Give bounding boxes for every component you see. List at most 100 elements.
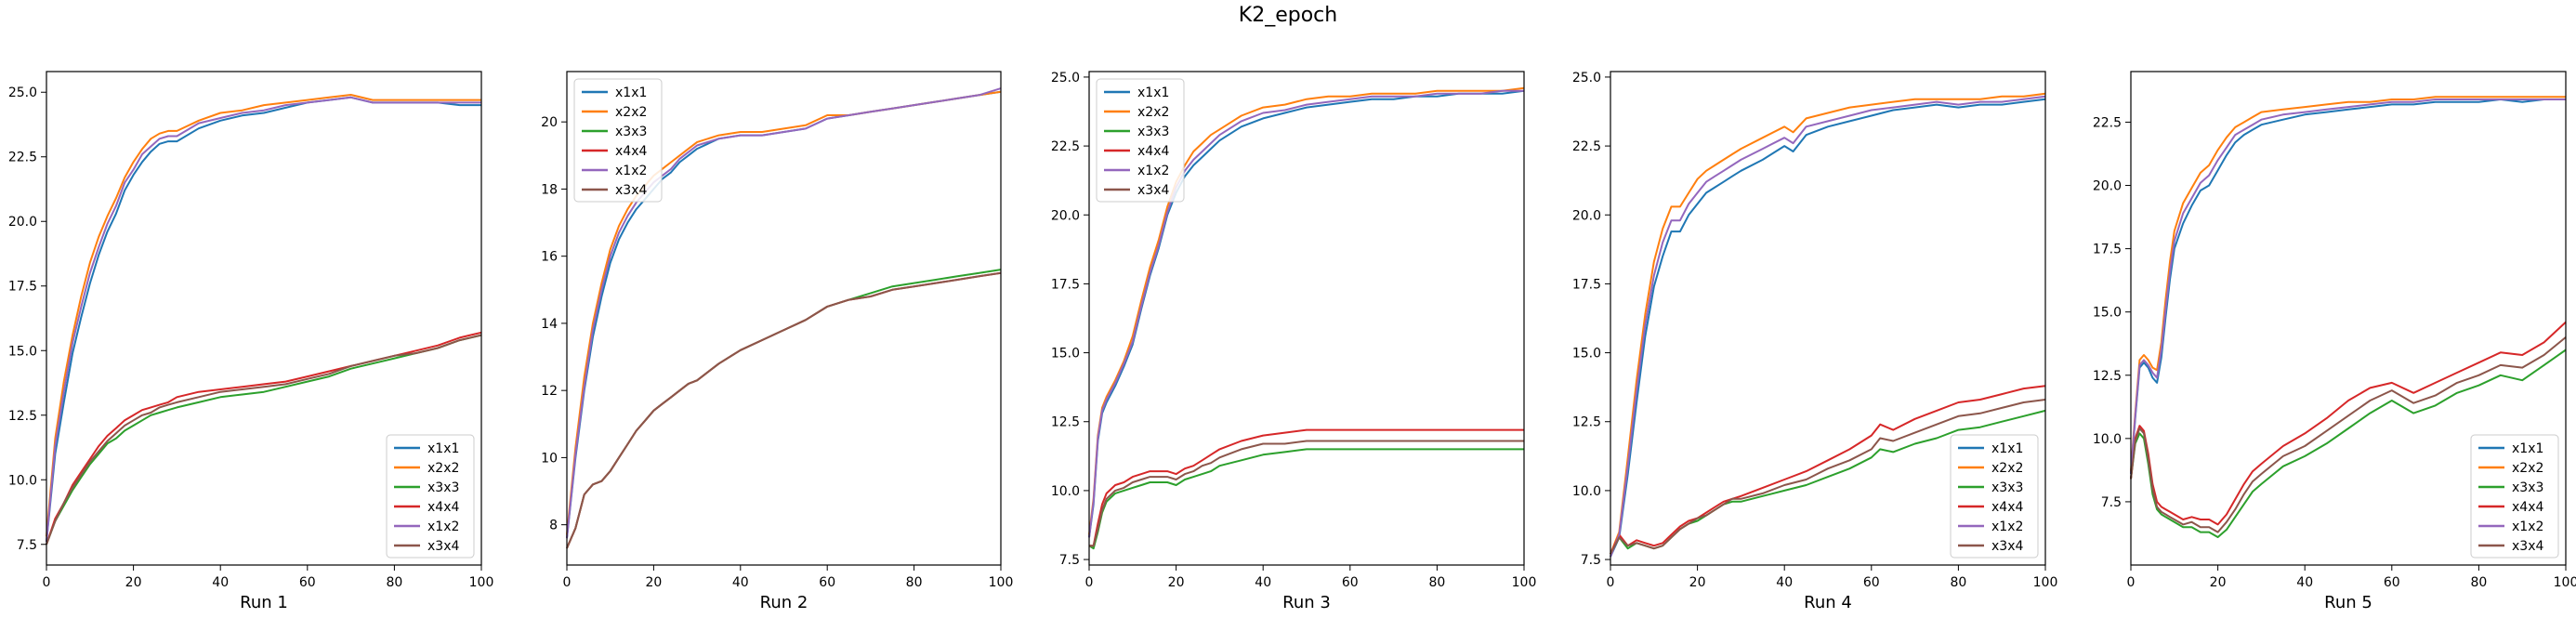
axes-frame: [46, 71, 482, 566]
y-tick-label: 10.0: [1051, 484, 1080, 499]
y-tick-label: 20.0: [8, 215, 37, 230]
x-tick-label: 0: [1085, 575, 1094, 590]
y-tick-label: 15.0: [1572, 347, 1601, 362]
series-line-x1x2: [2130, 99, 2566, 475]
legend-label-x4x4: x4x4: [1991, 500, 2023, 515]
legend: x1x1 x2x2 x3x3 x4x4 x1x2 x3x4: [1096, 78, 1185, 203]
y-tick-label: 20.0: [1051, 208, 1080, 223]
y-tick-label: 16: [541, 250, 558, 265]
chart-panel-5: 0 20 40 60 80 100 7.5 10.0 12.5 15.0 17.5 20.0 22.5 R…: [2093, 71, 2576, 612]
x-tick-label: 80: [1428, 575, 1445, 590]
x-axis-label: Run 1: [240, 593, 288, 612]
series-line-x3x4: [46, 334, 482, 546]
legend-label-x1x1: x1x1: [1137, 85, 1169, 100]
x-tick-label: 80: [386, 575, 402, 590]
legend: x1x1 x2x2 x3x3 x4x4 x1x2 x3x4: [573, 78, 663, 203]
x-tick-label: 20: [645, 575, 662, 590]
y-tick-label: 12.5: [1051, 415, 1080, 430]
y-tick-label: 20: [541, 115, 558, 130]
x-tick-label: 20: [1168, 575, 1185, 590]
series-line-x3x3: [46, 334, 482, 546]
series-line-x4x4: [2130, 321, 2567, 526]
series-line-x4x4: [1610, 385, 2046, 555]
series-line-x2x2: [1610, 92, 2046, 555]
y-tick-label: 7.5: [1581, 553, 1601, 568]
y-tick-label: 25.0: [1572, 71, 1601, 85]
legend-label-x1x1: x1x1: [2512, 441, 2543, 456]
series-line-x1x2: [1088, 89, 1524, 538]
y-tick-label: 12.5: [1572, 415, 1601, 430]
x-tick-label: 40: [732, 575, 749, 590]
x-tick-label: 100: [2033, 575, 2058, 590]
x-tick-label: 60: [1342, 575, 1359, 590]
legend-label-x1x2: x1x2: [615, 164, 647, 178]
y-tick-label: 22.5: [1051, 139, 1080, 154]
x-tick-label: 100: [1512, 575, 1537, 590]
x-tick-label: 100: [989, 575, 1014, 590]
x-tick-label: 40: [1255, 575, 1271, 590]
y-tick-label: 10: [541, 451, 558, 466]
x-tick-label: 100: [469, 575, 494, 590]
chart-panel-1: 0 20 40 60 80 100 7.5 10.0 12.5 15.0 17.5 20.0 22.5 2…: [8, 71, 494, 612]
legend-label-x1x2: x1x2: [1991, 519, 2023, 534]
y-tick-label: 7.5: [2101, 495, 2122, 510]
legend-label-x3x3: x3x3: [1991, 480, 2023, 495]
legend-label-x4x4: x4x4: [1137, 144, 1169, 159]
x-tick-label: 60: [1863, 575, 1880, 590]
legend-label-x3x4: x3x4: [1137, 183, 1169, 198]
legend-label-x1x1: x1x1: [1991, 441, 2023, 456]
y-tick-label: 20.0: [2093, 179, 2122, 194]
legend-label-x2x2: x2x2: [427, 461, 459, 476]
figure-title: K2_epoch: [1238, 4, 1338, 27]
axes-frame: [566, 71, 1002, 566]
x-tick-label: 60: [819, 575, 835, 590]
y-tick-label: 7.5: [1059, 553, 1080, 568]
series-line-x3x4: [1610, 399, 2046, 555]
legend-label-x4x4: x4x4: [427, 500, 459, 515]
y-tick-label: 10.0: [1572, 484, 1601, 499]
series-line-x3x4: [1089, 440, 1524, 547]
legend: x1x1 x2x2 x3x3 x4x4 x1x2 x3x4: [1950, 434, 2039, 559]
series-line-x2x2: [2130, 96, 2566, 472]
series-line-x3x4: [2130, 336, 2567, 533]
series-line-x1x2: [1610, 95, 2046, 558]
series-line-x3x3: [1088, 448, 1524, 550]
series-line-x1x1: [2130, 99, 2566, 475]
series-line-x2x2: [46, 94, 481, 537]
y-tick-label: 15.0: [1051, 347, 1080, 362]
legend-label-x4x4: x4x4: [2512, 500, 2543, 515]
x-tick-label: 0: [2127, 575, 2136, 590]
x-tick-label: 0: [1607, 575, 1615, 590]
y-tick-label: 22.5: [1572, 139, 1601, 154]
y-tick-label: 25.0: [8, 85, 37, 100]
legend-label-x1x2: x1x2: [2512, 519, 2543, 534]
x-axis-label: Run 2: [760, 593, 808, 612]
series-line-x4x4: [1089, 428, 1524, 547]
y-tick-label: 7.5: [17, 538, 37, 553]
y-tick-label: 22.5: [2093, 115, 2122, 130]
y-tick-label: 8: [549, 519, 558, 533]
legend-label-x3x3: x3x3: [427, 480, 459, 495]
x-axis-label: Run 5: [2324, 593, 2372, 612]
series-line-x1x2: [566, 87, 1002, 539]
y-tick-label: 10.0: [2093, 432, 2122, 447]
series-line-x1x2: [46, 96, 481, 543]
legend-label-x1x2: x1x2: [1137, 164, 1169, 178]
y-tick-label: 12.5: [2093, 369, 2122, 384]
axes-frame: [1610, 71, 2046, 566]
legend-label-x2x2: x2x2: [1137, 105, 1169, 120]
x-tick-label: 20: [2210, 575, 2227, 590]
chart-panel-3: 0 20 40 60 80 100 7.5 10.0 12.5 15.0 17.5 20.0 22.5 2…: [1051, 71, 1537, 612]
legend: x1x1 x2x2 x3x3 x4x4 x1x2 x3x4: [386, 434, 475, 559]
y-tick-label: 12: [541, 384, 558, 399]
legend-label-x3x3: x3x3: [1137, 125, 1169, 139]
legend-label-x3x4: x3x4: [427, 539, 459, 554]
y-tick-label: 18: [541, 182, 558, 197]
chart-panel-2: 0 20 40 60 80 100 8 10 12 14 16 18 20 Run 2 x1x1 x2x2 x3…: [541, 71, 1014, 612]
series-line-x1x1: [1610, 98, 2046, 558]
legend-label-x1x1: x1x1: [427, 441, 459, 456]
x-tick-label: 80: [1950, 575, 1966, 590]
series-line-x4x4: [566, 271, 1002, 549]
legend-label-x2x2: x2x2: [2512, 461, 2543, 476]
series-line-x3x3: [566, 269, 1002, 549]
